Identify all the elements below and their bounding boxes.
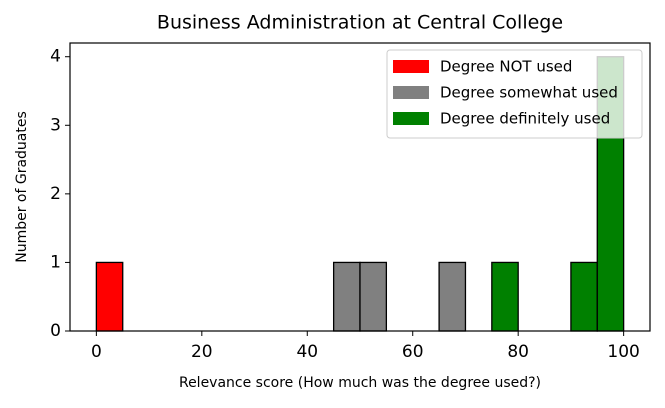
x-tick-label: 40: [296, 342, 318, 362]
histogram-bar: [332, 261, 361, 332]
x-axis-label: Relevance score (How much was the degree…: [179, 375, 541, 391]
legend-box: [386, 49, 643, 139]
histogram-bar: [570, 261, 598, 332]
legend-label: Degree NOT used: [440, 58, 572, 76]
y-tick-label: 2: [50, 184, 61, 204]
y-tick-label: 0: [50, 321, 61, 341]
y-tick-label: 3: [50, 115, 61, 135]
x-tick-label: 80: [507, 342, 529, 362]
plot-frame: [69, 42, 651, 332]
y-tick-label: 1: [50, 252, 61, 272]
legend-swatch: [393, 86, 429, 99]
legend-label: Degree definitely used: [440, 110, 610, 128]
x-tick-label: 60: [402, 342, 424, 362]
y-tick-label: 4: [50, 47, 61, 67]
chart-title: Business Administration at Central Colle…: [157, 12, 563, 34]
y-axis-label: Number of Graduates: [14, 111, 30, 263]
legend-swatch: [393, 60, 429, 73]
legend-swatch: [393, 112, 429, 125]
histogram-bar: [359, 261, 388, 332]
x-tick-label: 0: [91, 342, 102, 362]
histogram-bar: [95, 261, 124, 332]
histogram-bar: [438, 261, 467, 332]
x-tick-label: 20: [191, 342, 213, 362]
x-tick-label: 100: [607, 342, 639, 362]
histogram-bar: [491, 261, 519, 332]
legend-label: Degree somewhat used: [440, 84, 618, 102]
